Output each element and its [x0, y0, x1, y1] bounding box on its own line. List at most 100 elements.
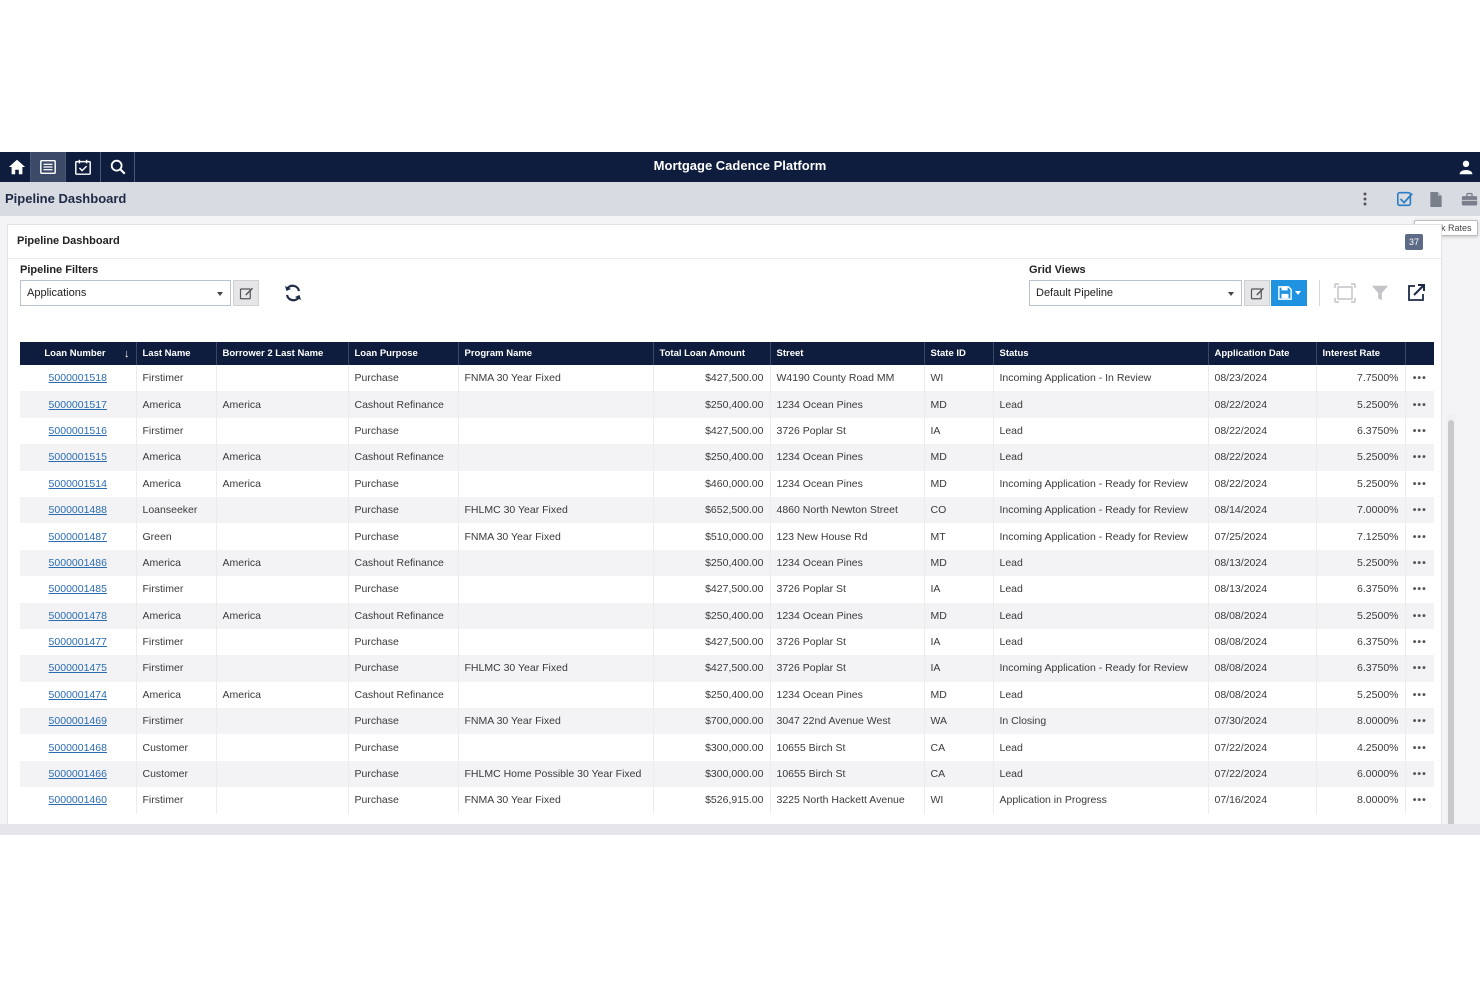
loan-number-link[interactable]: 5000001474: [20, 681, 137, 709]
edit-filter-button[interactable]: [233, 280, 259, 306]
table-cell: 6.3750%: [1316, 628, 1406, 656]
refresh-button[interactable]: [281, 281, 305, 305]
home-button[interactable]: [0, 152, 34, 182]
table-row[interactable]: 5000001485 Firstimer Purchase $427,500.00 37…: [20, 576, 1434, 603]
column-header[interactable]: Loan Number ↓: [20, 342, 137, 365]
loan-number-link[interactable]: 5000001516: [20, 417, 137, 445]
column-header[interactable]: Status: [993, 342, 1209, 365]
table-row[interactable]: 5000001477 Firstimer Purchase $427,500.00 37…: [20, 628, 1434, 656]
loan-number-link[interactable]: 5000001468: [20, 734, 137, 761]
row-menu-button[interactable]: •••: [1412, 372, 1427, 385]
loan-number-link[interactable]: 5000001515: [20, 444, 137, 471]
column-header[interactable]: Total Loan Amount: [653, 342, 771, 365]
row-menu-button[interactable]: •••: [1412, 583, 1427, 596]
row-menu-button[interactable]: •••: [1412, 530, 1427, 543]
sort-arrow-icon[interactable]: ↓: [124, 347, 130, 360]
row-menu-button[interactable]: •••: [1405, 602, 1434, 629]
table-cell: 07/30/2024: [1208, 708, 1317, 735]
column-header-label: Loan Number: [44, 347, 106, 359]
column-header[interactable]: Street: [770, 342, 925, 365]
row-menu-button[interactable]: •••: [1405, 391, 1434, 418]
top-nav-bar: Mortgage Cadence Platform: [0, 152, 1480, 182]
table-row[interactable]: 5000001478 America America Cashout Refinanc…: [20, 602, 1434, 629]
table-row[interactable]: 5000001514 America America Purchase $460,000…: [20, 470, 1434, 497]
loan-number-link[interactable]: 5000001477: [20, 628, 137, 656]
column-header[interactable]: State ID: [924, 342, 994, 365]
row-menu-button[interactable]: •••: [1405, 444, 1434, 471]
table-row[interactable]: 5000001487 Green Purchase FNMA 30 Year Fixe…: [20, 523, 1434, 550]
table-row[interactable]: 5000001469 Firstimer Purchase FNMA 30 Year …: [20, 708, 1434, 735]
row-menu-button[interactable]: •••: [1412, 794, 1427, 807]
row-menu-button[interactable]: •••: [1412, 424, 1427, 437]
table-row[interactable]: 5000001468 Customer Purchase $300,000.00 106…: [20, 734, 1434, 761]
open-external-button[interactable]: [1404, 281, 1428, 305]
table-row[interactable]: 5000001486 America America Cashout Refinanc…: [20, 549, 1434, 577]
row-menu-button[interactable]: •••: [1405, 496, 1434, 524]
loan-number-link[interactable]: 5000001486: [20, 549, 137, 577]
more-options-button[interactable]: [1356, 190, 1374, 208]
table-row[interactable]: 5000001516 Firstimer Purchase $427,500.00 37…: [20, 417, 1434, 445]
table-cell: Green: [136, 523, 217, 550]
table-row[interactable]: 5000001488 Loanseeker Purchase FHLMC 30 Yea…: [20, 496, 1434, 524]
column-header[interactable]: Borrower 2 Last Name: [216, 342, 349, 365]
loan-number-link[interactable]: 5000001466: [20, 760, 137, 788]
user-menu-button[interactable]: [1452, 152, 1480, 182]
documents-button[interactable]: [1427, 190, 1445, 208]
table-row[interactable]: 5000001518 Firstimer Purchase FNMA 30 Year …: [20, 365, 1434, 392]
row-menu-button[interactable]: •••: [1405, 549, 1434, 577]
column-header[interactable]: Application Date: [1208, 342, 1317, 365]
table-row[interactable]: 5000001466 Customer Purchase FHLMC Home Pos…: [20, 760, 1434, 788]
table-cell: [458, 391, 654, 418]
grid-view-select[interactable]: Default Pipeline: [1029, 280, 1242, 306]
row-menu-button[interactable]: •••: [1412, 477, 1427, 490]
briefcase-icon: [1461, 192, 1477, 205]
list-button[interactable]: [31, 152, 65, 182]
edit-grid-view-button[interactable]: [1244, 280, 1270, 306]
loan-number-link[interactable]: 5000001478: [20, 602, 137, 629]
table-row[interactable]: 5000001460 Firstimer Purchase FNMA 30 Year …: [20, 787, 1434, 814]
row-menu-button[interactable]: •••: [1405, 708, 1434, 735]
pipeline-filter-select[interactable]: Applications: [20, 280, 231, 306]
calendar-button[interactable]: [66, 152, 100, 182]
table-row[interactable]: 5000001515 America America Cashout Refinanc…: [20, 444, 1434, 471]
column-header[interactable]: Interest Rate: [1316, 342, 1406, 365]
table-row[interactable]: 5000001475 Firstimer Purchase FHLMC 30 Year…: [20, 655, 1434, 682]
scrollbar-thumb[interactable]: [1448, 420, 1454, 835]
table-row[interactable]: 5000001474 America America Cashout Refinanc…: [20, 681, 1434, 709]
column-header[interactable]: Loan Purpose: [348, 342, 459, 365]
table-cell: $510,000.00: [653, 523, 771, 550]
row-menu-button[interactable]: •••: [1412, 741, 1427, 754]
table-cell: Purchase: [348, 734, 459, 761]
check-rates-button[interactable]: [1396, 190, 1414, 208]
search-button[interactable]: [101, 152, 135, 182]
filter-button[interactable]: [1368, 281, 1392, 305]
loan-number-link[interactable]: 5000001518: [20, 365, 137, 392]
table-row[interactable]: 5000001517 America America Cashout Refinanc…: [20, 391, 1434, 418]
table-cell: Incoming Application - Ready for Review: [993, 523, 1209, 550]
row-menu-button[interactable]: •••: [1412, 636, 1427, 649]
loan-number-link[interactable]: 5000001517: [20, 391, 137, 418]
row-menu-button[interactable]: •••: [1405, 655, 1434, 682]
table-cell: Purchase: [348, 496, 459, 524]
table-cell: [458, 602, 654, 629]
loan-number-link[interactable]: 5000001514: [20, 470, 137, 497]
table-cell: 1234 Ocean Pines: [770, 549, 925, 577]
column-header[interactable]: Last Name: [136, 342, 217, 365]
table-cell: MD: [924, 391, 994, 418]
loan-number-link[interactable]: 5000001475: [20, 655, 137, 682]
row-menu-button[interactable]: •••: [1412, 688, 1427, 701]
loan-number-link[interactable]: 5000001487: [20, 523, 137, 550]
briefcase-button[interactable]: [1460, 190, 1478, 208]
loan-number-link[interactable]: 5000001488: [20, 496, 137, 524]
loan-number-link[interactable]: 5000001460: [20, 787, 137, 814]
user-icon: [1459, 160, 1473, 175]
table-cell: 1234 Ocean Pines: [770, 391, 925, 418]
loan-number-link[interactable]: 5000001485: [20, 576, 137, 603]
loan-number-link[interactable]: 5000001469: [20, 708, 137, 735]
fit-columns-button[interactable]: [1333, 281, 1357, 305]
page-header-bar: Pipeline Dashboard: [0, 182, 1480, 216]
row-menu-button[interactable]: •••: [1405, 760, 1434, 788]
save-grid-view-button[interactable]: [1271, 280, 1307, 306]
column-header[interactable]: Program Name: [458, 342, 654, 365]
table-cell: Lead: [993, 734, 1209, 761]
